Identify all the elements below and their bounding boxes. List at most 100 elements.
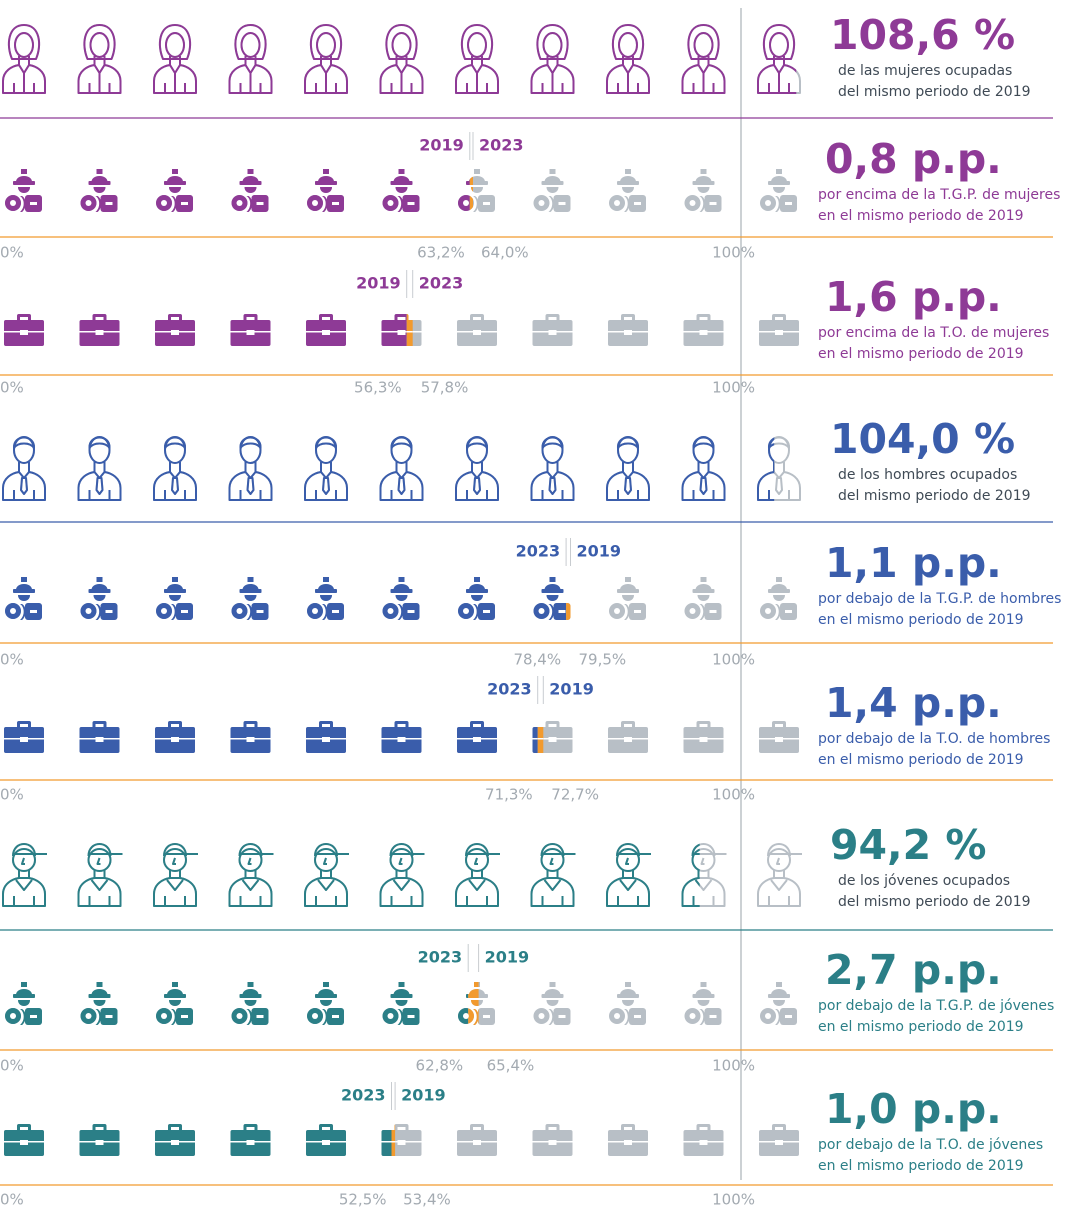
icon bbox=[681, 24, 726, 94]
series-name: 2023 bbox=[418, 948, 463, 967]
icon bbox=[155, 721, 195, 753]
icon bbox=[759, 1124, 799, 1156]
icons-base bbox=[4, 1124, 799, 1156]
icons-fill bbox=[2, 843, 700, 907]
series-name: 2023 bbox=[487, 680, 532, 699]
caption: en el mismo periodo de 2019 bbox=[818, 752, 1024, 768]
icon bbox=[530, 843, 577, 907]
series-name: 2019 bbox=[485, 948, 530, 967]
icon bbox=[153, 436, 197, 501]
icon bbox=[530, 436, 575, 501]
icon bbox=[457, 314, 497, 346]
x-tick-label: 0% bbox=[0, 651, 24, 669]
icon bbox=[2, 436, 46, 501]
icon bbox=[4, 314, 44, 346]
icon bbox=[306, 721, 346, 753]
icon bbox=[533, 169, 571, 212]
icon bbox=[382, 577, 420, 620]
x-tick-label: 100% bbox=[712, 379, 755, 397]
value-label: 65,4% bbox=[487, 1057, 535, 1075]
icon bbox=[458, 577, 495, 620]
caption: por debajo de la T.G.P. de jóvenes bbox=[818, 998, 1054, 1014]
icon bbox=[5, 982, 42, 1025]
caption: en el mismo periodo de 2019 bbox=[818, 208, 1024, 224]
icon bbox=[606, 843, 652, 907]
caption: en el mismo periodo de 2019 bbox=[818, 1158, 1024, 1174]
value-label: 52,5% bbox=[339, 1191, 387, 1209]
icon bbox=[2, 843, 48, 907]
caption: en el mismo periodo de 2019 bbox=[818, 346, 1024, 362]
caption: del mismo periodo de 2019 bbox=[838, 894, 1031, 910]
icon bbox=[80, 577, 118, 620]
icon bbox=[307, 982, 344, 1025]
x-tick-label: 0% bbox=[0, 786, 24, 804]
x-tick-label: 0% bbox=[0, 244, 24, 262]
icons-fill bbox=[5, 169, 470, 212]
headline: 108,6 % bbox=[830, 11, 1015, 59]
icon bbox=[156, 169, 193, 212]
icon bbox=[155, 1124, 195, 1156]
icon bbox=[606, 24, 650, 94]
x-tick-label: 0% bbox=[0, 379, 24, 397]
icons-fill bbox=[4, 721, 538, 753]
headline: 1,6 p.p. bbox=[825, 273, 1002, 321]
icon bbox=[759, 721, 799, 753]
icon bbox=[382, 982, 420, 1025]
icon bbox=[77, 436, 122, 501]
caption: del mismo periodo de 2019 bbox=[838, 84, 1031, 100]
icon bbox=[382, 169, 420, 212]
icon bbox=[156, 577, 193, 620]
icon bbox=[532, 314, 573, 346]
x-tick-label: 100% bbox=[712, 786, 755, 804]
caption: por encima de la T.O. de mujeres bbox=[818, 325, 1049, 341]
caption: del mismo periodo de 2019 bbox=[838, 488, 1031, 504]
icon bbox=[228, 436, 273, 501]
icon bbox=[77, 436, 122, 501]
icon bbox=[683, 1124, 724, 1156]
caption: por debajo de la T.O. de jóvenes bbox=[818, 1137, 1043, 1153]
icon bbox=[760, 577, 797, 620]
icon bbox=[379, 24, 424, 94]
x-tick-label: 100% bbox=[712, 244, 755, 262]
icon bbox=[606, 436, 650, 501]
icon bbox=[379, 436, 424, 501]
icon bbox=[79, 721, 120, 753]
icon bbox=[228, 24, 273, 94]
icon bbox=[455, 24, 499, 94]
icon bbox=[79, 1124, 120, 1156]
series-name: 2019 bbox=[577, 542, 622, 561]
series-name: 2019 bbox=[419, 136, 464, 155]
series-name: 2023 bbox=[516, 542, 561, 561]
icon bbox=[457, 1124, 497, 1156]
icon bbox=[608, 1124, 648, 1156]
icons-fill bbox=[5, 982, 469, 1025]
headline: 2,7 p.p. bbox=[825, 946, 1002, 994]
icon bbox=[455, 436, 499, 501]
icons-fill bbox=[5, 577, 567, 620]
icon bbox=[77, 843, 124, 907]
icon bbox=[231, 982, 269, 1025]
icon bbox=[608, 314, 648, 346]
caption: por encima de la T.G.P. de mujeres bbox=[818, 187, 1060, 203]
icon bbox=[153, 436, 197, 501]
icon bbox=[2, 436, 46, 501]
headline: 0,8 p.p. bbox=[825, 135, 1002, 183]
value-label: 64,0% bbox=[481, 244, 529, 262]
icon bbox=[156, 982, 193, 1025]
icon bbox=[304, 843, 350, 907]
headline: 94,2 % bbox=[830, 821, 987, 869]
icon bbox=[2, 24, 46, 94]
icon bbox=[80, 169, 118, 212]
icon bbox=[530, 24, 575, 94]
icon bbox=[307, 577, 344, 620]
x-tick-label: 100% bbox=[712, 1191, 755, 1209]
x-tick-label: 100% bbox=[712, 1057, 755, 1075]
icon bbox=[683, 314, 724, 346]
value-label: 79,5% bbox=[579, 651, 627, 669]
value-label: 78,4% bbox=[513, 651, 561, 669]
x-tick-label: 100% bbox=[712, 651, 755, 669]
caption: por debajo de la T.G.P. de hombres bbox=[818, 591, 1061, 607]
icons-fill bbox=[4, 314, 407, 346]
icon bbox=[684, 169, 722, 212]
